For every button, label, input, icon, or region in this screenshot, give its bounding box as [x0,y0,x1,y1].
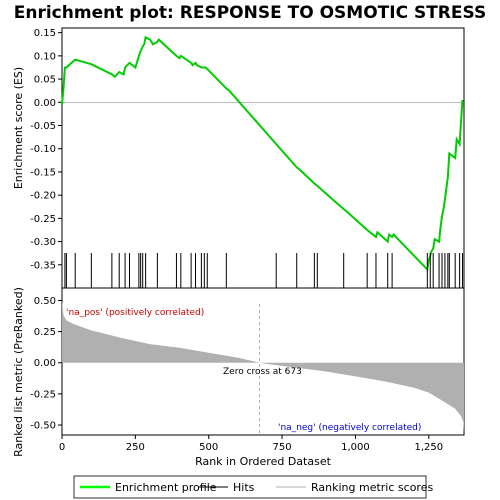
es-y-tick-label: 0.10 [34,51,56,62]
es-y-tick-label: -0.10 [30,144,56,155]
legend-label: Ranking metric scores [311,481,433,494]
es-y-tick-label: -0.30 [30,237,56,248]
x-tick-label: 0 [59,442,65,453]
legend-label: Hits [233,481,255,494]
enrichment-profile-line [61,35,464,272]
x-tick-label: 250 [126,442,145,453]
metric-panel: 0.50 0.25 0.00 -0.25 -0.50 'na_pos' (positiv… [12,287,465,457]
zero-cross-annotation: Zero cross at 673 [223,367,302,377]
es-y-tick-label: 0.05 [34,75,56,86]
hit-lines [64,253,464,288]
metric-y-tick-label: -0.25 [30,389,56,400]
metric-y-axis-label: Ranked list metric (PreRanked) [12,287,25,457]
legend-box [73,475,427,499]
x-tick-label: 750 [273,442,292,453]
x-tick-label: 1,250 [414,442,443,453]
x-tick-label: 1,000 [341,442,370,453]
neg-annotation: 'na_neg' (negatively correlated) [278,423,421,433]
es-y-tick-label: -0.20 [30,191,56,202]
es-y-tick-label: -0.05 [30,121,56,132]
es-y-tick-label: 0.00 [34,98,56,109]
es-y-tick-label: -0.35 [30,260,56,271]
metric-y-tick-label: 0.00 [34,358,56,369]
metric-y-axis: 0.50 0.25 0.00 -0.25 -0.50 [30,296,62,432]
x-tick-label: 500 [199,442,218,453]
x-axis: 0 250 500 750 1,000 1,250 [59,435,443,453]
metric-y-tick-label: 0.50 [34,296,56,307]
es-panel: 0.15 0.10 0.05 0.00 -0.05 -0.10 -0.15 -0.20 -0.2… [12,27,465,289]
metric-y-tick-label: 0.25 [34,327,56,338]
es-y-tick-label: -0.25 [30,214,56,225]
pos-annotation: 'na_pos' (positively correlated) [66,308,204,318]
x-axis-label: Rank in Ordered Dataset [195,455,332,468]
es-y-axis-label: Enrichment score (ES) [12,67,25,189]
chart-title: Enrichment plot: RESPONSE TO OSMOTIC STR… [14,3,487,23]
es-y-axis: 0.15 0.10 0.05 0.00 -0.05 -0.10 -0.15 -0.20 -0.2… [30,28,62,271]
ranking-metric-area [62,300,464,433]
es-y-tick-label: 0.15 [34,28,56,39]
metric-y-tick-label: -0.50 [30,421,56,432]
legend-label: Enrichment profile [115,481,217,494]
legend: Enrichment profile Hits Ranking metric sco… [73,475,433,499]
es-y-tick-label: -0.15 [30,167,56,178]
es-panel-frame [61,27,465,289]
